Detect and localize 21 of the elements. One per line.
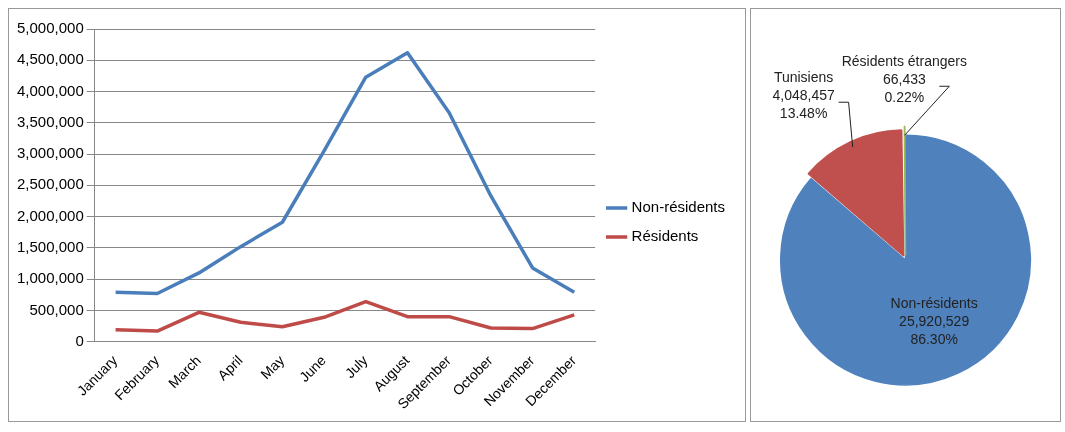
y-tick-label: 4,000,000	[17, 81, 84, 99]
data-label: 66,433 0.22%	[882, 71, 926, 106]
y-tick-label: 0	[75, 331, 84, 349]
x-tick-label: July	[341, 352, 371, 382]
y-tick-label: 4,500,000	[17, 50, 84, 68]
slice-label: Tunisiens	[773, 69, 834, 86]
legend-label: Résidents	[631, 227, 699, 245]
y-tick-label: 1,500,000	[17, 238, 84, 256]
y-tick-label: 2,000,000	[17, 206, 84, 224]
data-label: 25,920,529 86.30%	[899, 313, 970, 348]
y-tick-label: 5,000,000	[17, 19, 84, 37]
slice-label: Résidents étrangers	[841, 53, 967, 70]
y-tick-label: 3,500,000	[17, 112, 84, 130]
y-tick-label: 3,000,000	[17, 144, 84, 162]
y-tick-label: 500,000	[29, 300, 84, 318]
slice-label: Non-résidents	[890, 295, 978, 312]
y-tick-label: 1,000,000	[17, 269, 84, 287]
y-tick-label: 2,500,000	[17, 175, 84, 193]
legend-label: Non-résidents	[631, 198, 726, 216]
x-tick-label: May	[257, 352, 288, 383]
data-label: 4,048,457 13.48%	[772, 87, 835, 122]
